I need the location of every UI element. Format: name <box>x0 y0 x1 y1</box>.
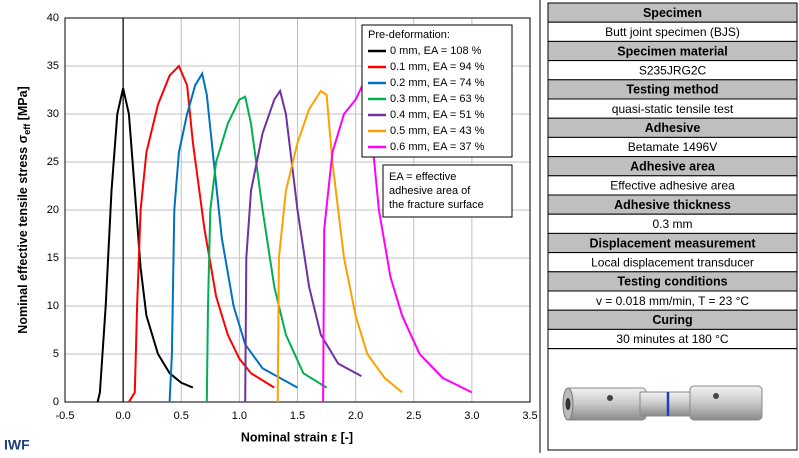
x-tick-label: 1.5 <box>290 410 305 422</box>
table-heading: Adhesive <box>645 121 701 135</box>
table-value: Effective adhesive area <box>610 179 735 193</box>
table-value: Butt joint specimen (BJS) <box>605 25 740 39</box>
y-tick-label: 5 <box>53 348 59 360</box>
table-heading: Curing <box>652 313 692 327</box>
table-heading: Adhesive area <box>630 159 716 173</box>
table-value: quasi-static tensile test <box>612 102 734 116</box>
x-tick-label: 3.5 <box>522 410 537 422</box>
y-label-unit: [MPa] <box>16 86 30 124</box>
legend-label: 0.1 mm, EA = 94 % <box>390 61 485 73</box>
specimen-illustration <box>563 386 762 420</box>
annotation-text: the fracture surface <box>389 199 484 211</box>
y-label-text: Nominal effective tensile stress σ <box>16 134 30 333</box>
table-value: Betamate 1496V <box>628 140 717 154</box>
x-axis-label: Nominal strain ε [-] <box>241 430 353 444</box>
table-heading: Specimen material <box>617 44 727 58</box>
table-heading: Testing method <box>626 83 718 97</box>
table-value: 0.3 mm <box>652 217 692 231</box>
legend-label: 0.6 mm, EA = 37 % <box>390 141 485 153</box>
y-axis-label: Nominal effective tensile stress σeff [M… <box>16 86 32 333</box>
table-value: v = 0.018 mm/min, T = 23 °C <box>596 294 749 308</box>
x-tick-label: 0.0 <box>115 410 130 422</box>
x-tick-label: 3.0 <box>464 410 479 422</box>
x-tick-label: 2.5 <box>406 410 421 422</box>
table-value: Local displacement transducer <box>591 255 754 269</box>
table-heading: Testing conditions <box>617 275 727 289</box>
table-value: 30 minutes at 180 °C <box>616 332 729 346</box>
legend-label: 0.4 mm, EA = 51 % <box>390 109 485 121</box>
y-tick-label: 35 <box>47 60 59 72</box>
table-heading: Displacement measurement <box>589 236 756 250</box>
y-tick-label: 40 <box>47 12 59 24</box>
table-value: S235JRG2C <box>639 63 707 77</box>
series-line <box>129 66 274 402</box>
chart: Nominal strain ε [-] Nominal effective t… <box>0 0 799 453</box>
x-tick-label: -0.5 <box>56 410 75 422</box>
series-line <box>207 97 327 402</box>
legend-label: 0 mm, EA = 108 % <box>390 45 482 57</box>
x-tick-label: 2.0 <box>348 410 363 422</box>
table-heading: Adhesive thickness <box>614 198 731 212</box>
series-line <box>98 88 193 402</box>
series-line <box>245 91 361 402</box>
legend-label: 0.5 mm, EA = 43 % <box>390 125 485 137</box>
legend-title: Pre-deformation: <box>368 29 450 41</box>
annotation-text: EA = effective <box>389 171 456 183</box>
legend-label: 0.2 mm, EA = 74 % <box>390 77 485 89</box>
y-tick-label: 25 <box>47 156 59 168</box>
y-tick-label: 15 <box>47 252 59 264</box>
legend-label: 0.3 mm, EA = 63 % <box>390 93 485 105</box>
logo: IWF <box>4 437 30 453</box>
y-tick-label: 0 <box>53 396 59 408</box>
annotation-text: adhesive area of <box>389 185 471 197</box>
y-tick-label: 10 <box>47 300 59 312</box>
y-tick-label: 20 <box>47 204 59 216</box>
page: {"chart_data": {"type": "line", "x_label… <box>0 0 799 453</box>
x-tick-label: 1.0 <box>232 410 247 422</box>
y-tick-label: 30 <box>47 108 59 120</box>
table-heading: Specimen <box>643 6 702 20</box>
x-tick-label: 0.5 <box>174 410 189 422</box>
